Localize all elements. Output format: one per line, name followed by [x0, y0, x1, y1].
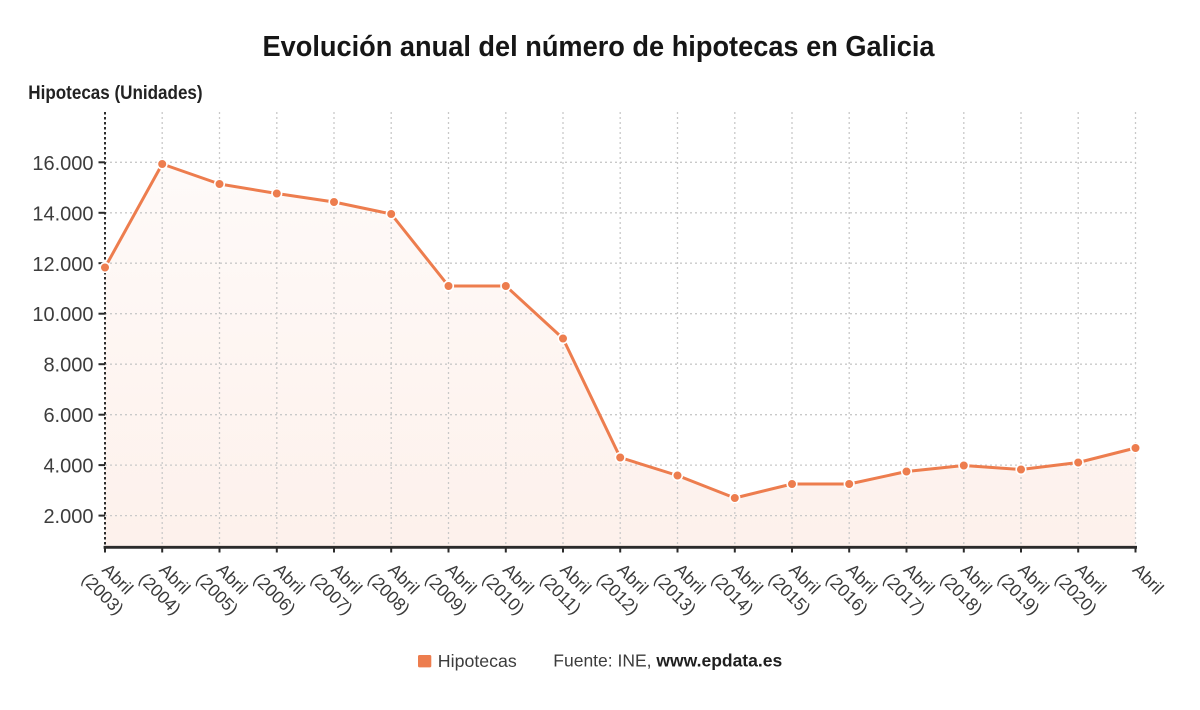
svg-text:Hipotecas: Hipotecas	[438, 651, 517, 671]
svg-text:2.000: 2.000	[43, 506, 93, 528]
svg-text:10.000: 10.000	[32, 304, 93, 326]
svg-text:12.000: 12.000	[32, 254, 93, 276]
svg-text:Hipotecas (Unidades): Hipotecas (Unidades)	[28, 83, 202, 104]
svg-text:6.000: 6.000	[43, 405, 93, 427]
svg-text:Fuente: INE, www.epdata.es: Fuente: INE, www.epdata.es	[553, 651, 782, 671]
svg-text:Evolución anual del número de: Evolución anual del número de hipotecas …	[263, 31, 936, 63]
svg-text:4.000: 4.000	[43, 456, 93, 478]
svg-text:16.000: 16.000	[32, 153, 93, 175]
svg-text:8.000: 8.000	[43, 355, 93, 377]
svg-text:14.000: 14.000	[32, 203, 93, 225]
